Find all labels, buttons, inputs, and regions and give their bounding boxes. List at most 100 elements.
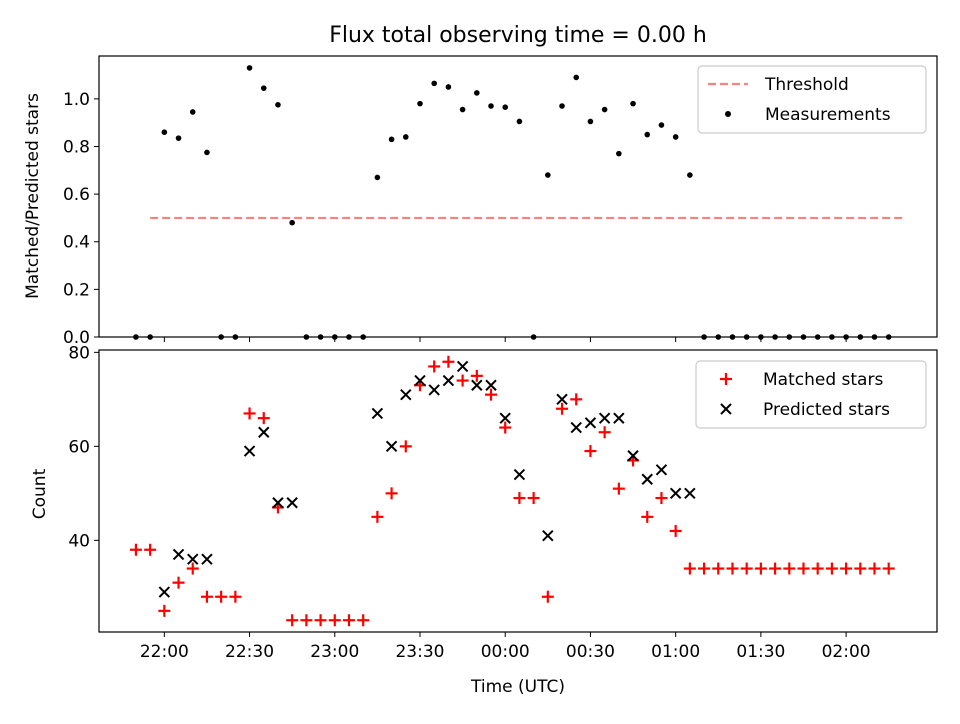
- top-y-tick-label: 0.6: [63, 185, 90, 205]
- measurement-point: [843, 334, 849, 340]
- top-y-tick-label: 0.0: [63, 328, 90, 348]
- x-tick-label: 00:30: [566, 642, 615, 662]
- matched-star-point: [357, 614, 370, 627]
- matched-star-point: [541, 590, 554, 603]
- measurement-point: [459, 106, 466, 113]
- bottom-y-tick-label: 80: [68, 343, 90, 363]
- matched-star-point: [342, 614, 355, 627]
- measurement-point: [758, 334, 764, 340]
- matched-star-point: [754, 562, 767, 575]
- measurement-point: [715, 334, 722, 340]
- matched-star-point: [584, 445, 597, 458]
- predicted-star-point: [513, 468, 526, 481]
- measurement-point: [729, 334, 736, 340]
- measurement-point: [175, 135, 182, 141]
- matched-star-point: [385, 487, 398, 500]
- measurement-point: [133, 334, 139, 340]
- measurement-point: [246, 65, 253, 71]
- measurement-point: [772, 334, 778, 340]
- measurement-point: [431, 80, 438, 87]
- matched-star-point: [598, 426, 611, 439]
- predicted-star-point: [428, 384, 440, 396]
- predicted-stars-legend-swatch: [720, 403, 732, 415]
- bottom-y-tick-label: 60: [68, 437, 90, 457]
- measurement-point: [644, 131, 651, 138]
- matched-star-point: [499, 421, 512, 434]
- matched-star-point: [428, 360, 441, 373]
- predicted-star-point: [158, 586, 171, 598]
- predicted-star-point: [613, 412, 625, 424]
- predicted-star-point: [385, 440, 398, 453]
- predicted-star-point: [456, 360, 469, 373]
- matched-star-point: [570, 393, 583, 406]
- predicted-star-point: [584, 417, 597, 429]
- measurement-point: [260, 85, 267, 91]
- measurement-point: [857, 334, 864, 340]
- predicted-star-point: [641, 473, 653, 485]
- matched-star-point: [243, 407, 256, 420]
- measurement-point: [687, 172, 693, 178]
- predicted-star-point: [684, 487, 696, 500]
- matched-star-point: [825, 562, 838, 575]
- matched-star-point: [328, 614, 341, 627]
- predicted-star-point: [286, 497, 298, 509]
- measurement-point: [658, 122, 665, 128]
- matched-star-point: [868, 562, 881, 575]
- matched-star-point: [371, 510, 384, 523]
- predicted-star-point: [598, 412, 611, 424]
- matched-star-point: [129, 543, 142, 556]
- measurement-point: [743, 334, 750, 340]
- matched-star-point: [612, 482, 625, 495]
- top-y-tick-label: 0.8: [63, 137, 90, 157]
- top-y-tick-label: 0.4: [63, 233, 90, 253]
- predicted-star-point: [258, 426, 270, 438]
- matched-star-point: [456, 374, 469, 387]
- top-plot-area: 0.0 0.2 0.4 0.6 0.8 1.0: [63, 55, 938, 348]
- measurement-point: [488, 103, 494, 109]
- bottom-y-tick-label: 40: [68, 531, 90, 551]
- predicted-star-point: [570, 421, 582, 434]
- measurement-point: [374, 174, 381, 181]
- measurement-point: [189, 109, 196, 115]
- matched-star-point: [158, 604, 171, 617]
- measurement-point: [218, 334, 224, 340]
- matched-star-point: [641, 510, 654, 523]
- matched-star-point: [200, 590, 213, 603]
- measurement-point: [474, 90, 480, 96]
- measurement-point: [885, 334, 892, 340]
- measurement-point: [829, 334, 835, 340]
- predicted-star-point: [272, 497, 284, 509]
- matched-star-point: [172, 576, 185, 589]
- measurement-point: [630, 100, 636, 107]
- matched-star-point: [442, 355, 455, 368]
- x-tick-label: 22:30: [225, 642, 274, 662]
- predicted-star-point: [627, 450, 639, 462]
- x-tick-label: 02:00: [822, 642, 871, 662]
- measurement-point: [786, 334, 793, 340]
- predicted-star-point: [542, 529, 554, 542]
- predicted-star-point: [371, 407, 384, 420]
- predicted-star-point: [655, 464, 668, 476]
- matched-star-point: [470, 369, 483, 382]
- top-y-axis-label: Matched/Predicted stars: [23, 93, 43, 299]
- measurement-point: [587, 118, 594, 125]
- bottom-plot-area: 22:00 22:30 23:00 23:30 00:00 00:30 01:00 01:30…: [68, 343, 938, 662]
- top-axes-frame: [98, 55, 938, 338]
- measurement-point: [331, 334, 338, 340]
- matched-star-point: [698, 562, 711, 575]
- measurement-point: [701, 334, 707, 340]
- measurement-point: [289, 219, 295, 226]
- matched-star-point: [769, 562, 782, 575]
- bottom-y-axis-label: Count: [30, 468, 50, 519]
- measurement-point: [601, 106, 608, 113]
- measurement-point: [616, 150, 622, 157]
- top-y-tick-label: 1.0: [63, 90, 90, 110]
- predicted-star-point: [499, 412, 511, 424]
- bottom-legend-frame: [695, 360, 927, 429]
- predicted-star-point: [485, 379, 497, 391]
- matched-star-point: [144, 543, 157, 556]
- bottom-axes-frame: [98, 349, 938, 633]
- measurement-point: [814, 334, 821, 340]
- bottom-legend: Matched stars Predicted stars: [695, 360, 927, 429]
